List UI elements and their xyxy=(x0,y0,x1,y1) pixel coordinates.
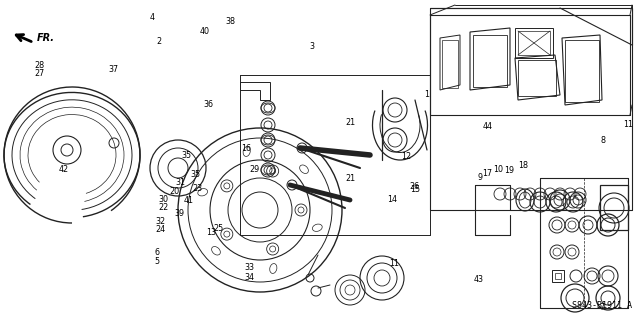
Text: 1: 1 xyxy=(424,90,429,99)
Text: 21: 21 xyxy=(346,174,356,183)
Text: 43: 43 xyxy=(474,275,484,284)
Text: 36: 36 xyxy=(204,100,214,109)
Text: 17: 17 xyxy=(483,169,493,178)
Text: 44: 44 xyxy=(483,122,493,131)
Bar xyxy=(555,273,561,279)
Text: 8: 8 xyxy=(600,136,605,145)
Text: 30: 30 xyxy=(159,195,169,204)
Text: 16: 16 xyxy=(241,144,252,153)
Text: 7: 7 xyxy=(599,303,604,312)
Text: 18: 18 xyxy=(518,161,529,170)
Text: 21: 21 xyxy=(346,118,356,127)
Text: 19: 19 xyxy=(504,166,515,175)
Text: 26: 26 xyxy=(410,182,420,191)
Bar xyxy=(442,40,458,88)
Text: 32: 32 xyxy=(155,217,165,226)
Text: 25: 25 xyxy=(214,224,224,233)
Text: 11: 11 xyxy=(623,120,634,129)
Text: 4: 4 xyxy=(150,13,155,22)
Text: 3: 3 xyxy=(310,42,315,51)
Text: 35: 35 xyxy=(182,151,192,160)
Text: 5: 5 xyxy=(154,257,159,266)
Text: 12: 12 xyxy=(401,152,412,161)
Text: 38: 38 xyxy=(225,17,236,26)
Bar xyxy=(473,35,507,87)
Text: 13: 13 xyxy=(206,228,216,237)
Text: 6: 6 xyxy=(154,248,159,256)
Text: 2: 2 xyxy=(156,37,161,46)
Bar xyxy=(600,185,628,230)
Text: S843-B1911 A: S843-B1911 A xyxy=(572,300,632,309)
Text: 9: 9 xyxy=(477,173,483,182)
Bar xyxy=(515,28,553,58)
Bar xyxy=(518,31,550,55)
Text: 14: 14 xyxy=(387,195,397,204)
Text: 20: 20 xyxy=(169,187,179,196)
Bar xyxy=(565,40,599,102)
Text: 35: 35 xyxy=(191,170,201,179)
Text: 27: 27 xyxy=(35,69,45,78)
Text: 11: 11 xyxy=(389,259,399,268)
Text: 23: 23 xyxy=(192,184,202,193)
Text: 22: 22 xyxy=(159,203,169,212)
Text: 40: 40 xyxy=(200,27,210,36)
Text: 39: 39 xyxy=(174,209,184,218)
Text: 31: 31 xyxy=(175,178,186,187)
Text: FR.: FR. xyxy=(36,33,55,43)
Text: 34: 34 xyxy=(244,273,255,282)
Text: 29: 29 xyxy=(250,165,260,174)
Text: 37: 37 xyxy=(109,65,119,74)
Text: 28: 28 xyxy=(35,61,45,70)
Bar xyxy=(518,60,556,96)
Text: 15: 15 xyxy=(410,185,420,194)
Text: 42: 42 xyxy=(59,165,69,174)
Text: 24: 24 xyxy=(155,225,165,234)
Text: 33: 33 xyxy=(244,263,255,272)
Bar xyxy=(552,270,564,282)
Text: 41: 41 xyxy=(183,197,193,205)
Text: 10: 10 xyxy=(493,165,503,174)
